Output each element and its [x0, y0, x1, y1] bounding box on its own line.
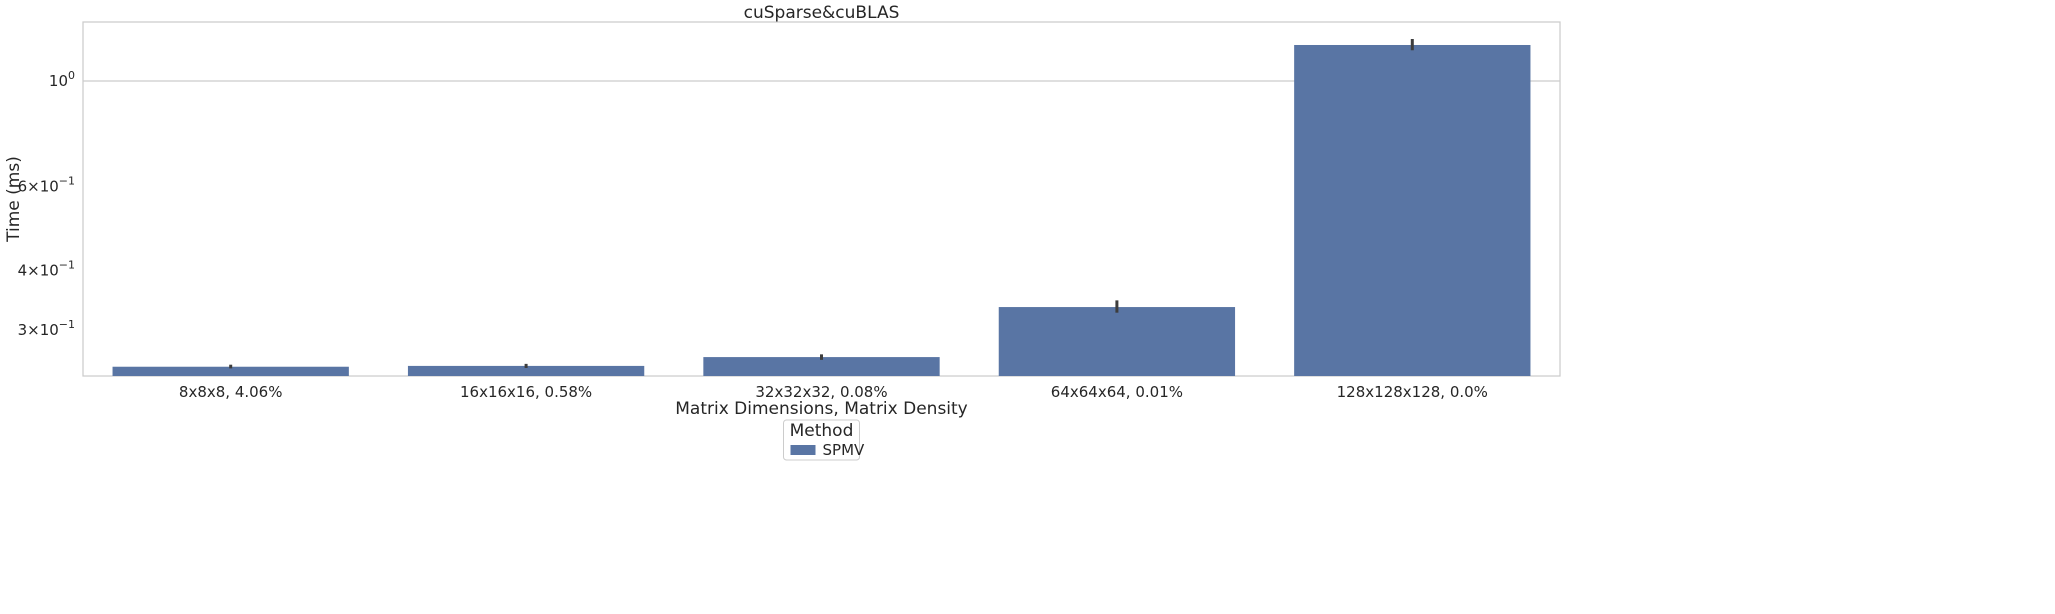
- y-tick-labels: 100 6×10−1 4×10−1 3×10−1: [18, 69, 75, 339]
- bars-layer: [112, 44, 1531, 377]
- y-tick-label: 100: [49, 69, 75, 90]
- y-tick-label: 3×10−1: [18, 318, 75, 339]
- x-axis-label: Matrix Dimensions, Matrix Density: [675, 399, 968, 419]
- x-tick-label: 32x32x32, 0.08%: [755, 383, 887, 401]
- legend-label-spmv: SPMV: [823, 441, 866, 459]
- bar-3: [998, 307, 1236, 376]
- chart-title: cuSparse&cuBLAS: [744, 3, 900, 23]
- bar-1: [407, 365, 645, 376]
- x-tick-label: 16x16x16, 0.58%: [460, 383, 592, 401]
- bar-0: [112, 366, 349, 376]
- legend-title: Method: [790, 421, 854, 441]
- legend: Method SPMV: [783, 419, 866, 461]
- x-tick-label: 128x128x128, 0.0%: [1337, 383, 1488, 401]
- y-tick-label: 4×10−1: [18, 258, 75, 279]
- bar-2: [703, 357, 940, 376]
- errorbars-layer: [229, 39, 1414, 369]
- bar-4: [1294, 44, 1531, 377]
- x-tick-label: 64x64x64, 0.01%: [1051, 383, 1183, 401]
- legend-swatch-spmv: [790, 445, 816, 455]
- y-axis-label: Time (ms): [4, 156, 24, 243]
- x-tick-labels: 8x8x8, 4.06% 16x16x16, 0.58% 32x32x32, 0.0…: [179, 383, 1488, 401]
- y-tick-label: 6×10−1: [18, 175, 75, 196]
- x-tick-label: 8x8x8, 4.06%: [179, 383, 283, 401]
